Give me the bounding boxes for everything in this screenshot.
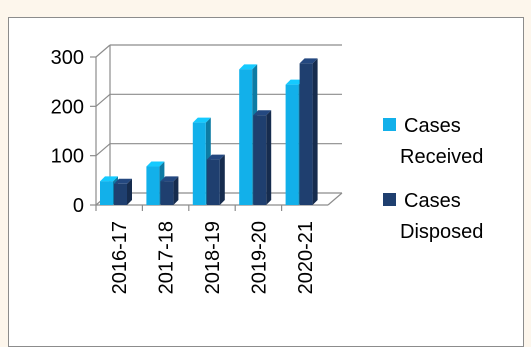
x-tick-label: 2020-21: [295, 221, 317, 294]
bar-top: [146, 161, 165, 167]
bar-top: [100, 176, 118, 182]
x-tick-label: 2017-18: [156, 221, 178, 294]
x-tick-label: 2018-19: [202, 221, 224, 294]
bar-front: [253, 115, 267, 205]
legend-label: Cases: [404, 190, 461, 212]
bar: [160, 176, 179, 205]
bar: [206, 154, 225, 205]
gridline-connector: [95, 44, 111, 58]
x-tick-label: 2019-20: [248, 221, 270, 294]
bar-top: [285, 79, 304, 85]
bar-top: [114, 178, 132, 184]
bar-front: [100, 181, 113, 205]
bar-front: [285, 84, 299, 205]
y-tick-label: 0: [73, 195, 84, 217]
bar-top: [253, 110, 272, 116]
y-tick-label: 100: [51, 146, 84, 168]
bars: [100, 58, 318, 206]
bar-top: [206, 154, 225, 160]
bar-top: [160, 176, 179, 182]
legend: Cases Received Cases Disposed: [383, 115, 483, 243]
gridline-connector: [95, 143, 111, 157]
bar-top: [192, 117, 211, 123]
y-tick-label: 200: [51, 96, 84, 118]
bar-front: [160, 181, 174, 205]
y-tick-label: 300: [51, 47, 84, 69]
bar-front: [206, 159, 220, 205]
x-tick-label: 2016-17: [109, 221, 131, 294]
bar-side: [312, 58, 318, 206]
bar-side: [266, 110, 272, 205]
bar-front: [239, 69, 253, 205]
bar-top: [239, 64, 258, 70]
bar-front: [114, 183, 127, 205]
legend-label: Received: [400, 146, 483, 168]
legend-swatch: [383, 118, 396, 131]
y-tick-labels: 0 100 200 300: [51, 47, 84, 217]
gridline-connector: [95, 93, 111, 107]
floor-right-edge: [327, 192, 343, 206]
bar: [114, 178, 132, 205]
bar: [253, 110, 272, 205]
bar-front: [192, 122, 206, 205]
x-tick-labels: 2016-17 2017-18 2018-19 2019-20 2020-21: [109, 221, 317, 294]
legend-swatch: [383, 193, 396, 206]
legend-label: Disposed: [400, 221, 483, 243]
bar-front: [146, 166, 160, 205]
bar-side: [219, 154, 225, 205]
legend-label: Cases: [404, 115, 461, 137]
bar: [299, 58, 318, 206]
bar-side: [173, 176, 179, 205]
bar-front: [299, 63, 313, 206]
bar-side: [127, 178, 132, 205]
bar-top: [299, 58, 318, 64]
